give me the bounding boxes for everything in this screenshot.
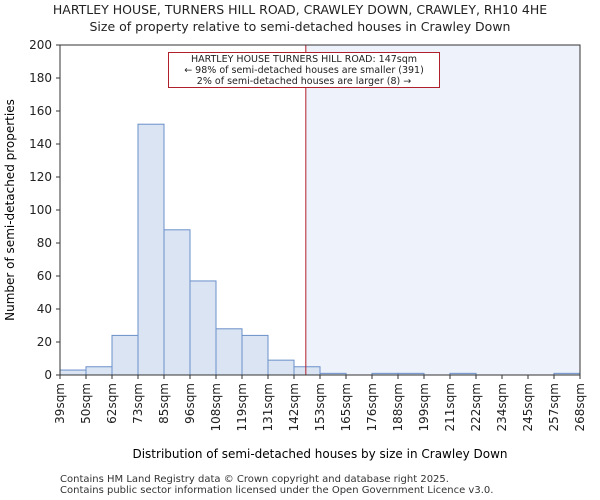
x-tick-label: 50sqm <box>79 383 93 424</box>
property-annotation-box: HARTLEY HOUSE TURNERS HILL ROAD: 147sqm … <box>168 52 440 88</box>
bar-131sqm <box>267 359 295 376</box>
x-tick-label: 268sqm <box>573 383 587 431</box>
x-tick-label: 222sqm <box>469 383 483 431</box>
x-tick-label: 257sqm <box>547 383 561 431</box>
x-tick-label: 165sqm <box>339 383 353 431</box>
x-tick-label: 188sqm <box>391 383 405 431</box>
bar-85sqm <box>163 229 191 376</box>
footer-copyright: Contains HM Land Registry data © Crown c… <box>60 474 449 485</box>
y-tick-label: 40 <box>37 302 52 316</box>
x-tick-label: 153sqm <box>313 383 327 431</box>
x-tick-label: 211sqm <box>443 383 457 431</box>
bars-group <box>59 123 581 376</box>
x-tick-label: 96sqm <box>183 383 197 424</box>
y-tick-label: 120 <box>29 170 52 184</box>
larger-properties-region <box>305 45 580 375</box>
y-tick-label: 140 <box>29 137 52 151</box>
axes-group: 0 20 40 60 80 100 120 140 160 180 200 39sqm 50sqm 62s… <box>29 38 587 431</box>
chart-subtitle: Size of property relative to semi-detach… <box>89 19 511 34</box>
x-tick-label: 73sqm <box>131 383 145 424</box>
bar-119sqm <box>241 334 269 376</box>
y-tick-label: 100 <box>29 203 52 217</box>
y-tick-label: 80 <box>37 236 52 250</box>
x-tick-label: 142sqm <box>287 383 301 431</box>
x-tick-label: 176sqm <box>365 383 379 431</box>
x-tick-label: 62sqm <box>105 383 119 424</box>
x-tick-label: 234sqm <box>495 383 509 431</box>
y-tick-label: 0 <box>44 368 52 382</box>
y-tick-label: 20 <box>37 335 52 349</box>
x-tick-label: 131sqm <box>261 383 275 431</box>
x-tick-label: 119sqm <box>235 383 249 431</box>
annotation-line-1: HARTLEY HOUSE TURNERS HILL ROAD: 147sqm <box>190 54 418 65</box>
chart-title: HARTLEY HOUSE, TURNERS HILL ROAD, CRAWLE… <box>52 2 548 17</box>
bar-108sqm <box>215 328 243 376</box>
y-tick-label: 180 <box>29 71 52 85</box>
y-axis-label: Number of semi-detached properties <box>3 99 17 321</box>
footer-licence: Contains public sector information licen… <box>60 485 494 496</box>
bar-96sqm <box>189 280 217 376</box>
x-tick-label: 39sqm <box>53 383 67 424</box>
y-tick-label: 60 <box>37 269 52 283</box>
y-tick-label: 160 <box>29 104 52 118</box>
bar-39sqm <box>59 369 87 376</box>
x-axis-label: Distribution of semi-detached houses by … <box>132 447 507 461</box>
x-tick-label: 245sqm <box>521 383 535 431</box>
y-tick-label: 200 <box>29 38 52 52</box>
bar-50sqm <box>85 366 113 376</box>
bar-62sqm <box>111 334 139 376</box>
bar-73sqm <box>137 123 165 376</box>
x-tick-label: 85sqm <box>157 383 171 424</box>
annotation-line-2: ← 98% of semi-detached houses are smalle… <box>184 65 424 76</box>
bar-142sqm <box>293 366 321 376</box>
annotation-line-3: 2% of semi-detached houses are larger (8… <box>196 76 412 87</box>
x-tick-label: 199sqm <box>417 383 431 431</box>
x-tick-label: 108sqm <box>209 383 223 431</box>
